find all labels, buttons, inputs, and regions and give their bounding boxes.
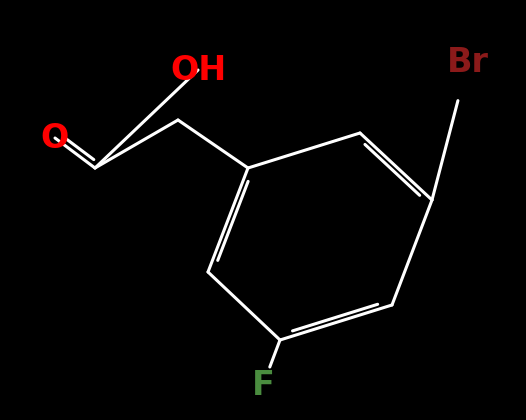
Text: F: F [251,368,275,402]
Text: OH: OH [170,53,226,87]
Text: Br: Br [447,45,489,79]
Text: O: O [41,121,69,155]
